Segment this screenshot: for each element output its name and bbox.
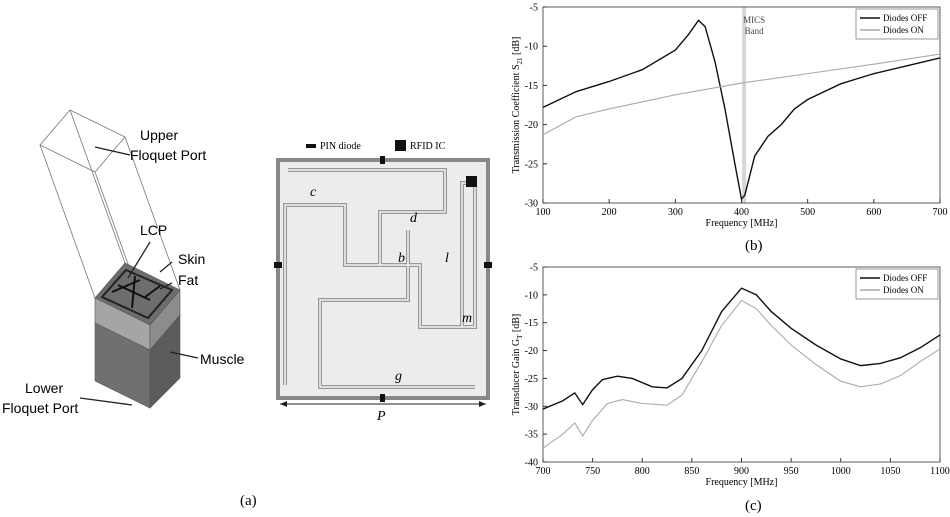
letter: b xyxy=(398,251,405,266)
y-axis-label: Transducer Gain GT [dB] xyxy=(511,314,524,415)
x-tick-label: 1050 xyxy=(880,466,900,477)
series-line xyxy=(543,300,940,448)
band xyxy=(742,7,746,203)
y-tick-label: -35 xyxy=(525,430,538,441)
x-tick-label: 950 xyxy=(784,466,799,477)
x-axis-label: Frequency [MHz] xyxy=(706,477,778,488)
letter: d xyxy=(410,211,418,226)
x-tick-label: 600 xyxy=(866,207,881,218)
caption: (c) xyxy=(745,498,762,514)
caption: (a) xyxy=(240,493,257,509)
x-tick-label: 400 xyxy=(734,207,749,218)
legend-text: RFID IC xyxy=(410,141,446,152)
y-axis-label: Transmission Coefficient S21 [dB] xyxy=(511,37,524,174)
legend-text: PIN diode xyxy=(320,141,361,152)
label: Floquet Port xyxy=(130,147,206,163)
y-tick-label: -10 xyxy=(525,42,538,53)
y-tick-label: -30 xyxy=(525,402,538,413)
legend-text: Diodes OFF xyxy=(883,273,927,283)
x-axis-label: Frequency [MHz] xyxy=(706,218,778,229)
legend-text: Diodes ON xyxy=(883,285,924,295)
figure: Upper Floquet Port LCP Skin Fat Muscle L… xyxy=(0,0,950,517)
y-axis-label-text: Transducer Gain G xyxy=(511,339,522,415)
letter: g xyxy=(395,369,402,384)
y-tick-label: -30 xyxy=(525,199,538,210)
band-label: MICS xyxy=(743,15,765,25)
schematic xyxy=(274,140,492,407)
label: Fat xyxy=(178,272,198,288)
x-tick-label: 800 xyxy=(635,466,650,477)
label: Floquet Port xyxy=(2,400,78,416)
x-tick-label: 1000 xyxy=(831,466,851,477)
letter: P xyxy=(376,409,386,424)
y-tick-label: -25 xyxy=(525,374,538,385)
label: Muscle xyxy=(200,351,245,367)
y-tick-label: -20 xyxy=(525,346,538,357)
letter: l xyxy=(445,251,449,266)
label: Lower xyxy=(25,380,63,396)
label: Skin xyxy=(178,251,205,267)
legend-text: Diodes OFF xyxy=(883,13,927,23)
y-tick-label: -15 xyxy=(525,318,538,329)
y-tick-label: -20 xyxy=(525,120,538,131)
y-axis-label-unit: [dB] xyxy=(511,314,522,335)
legend-text: Diodes ON xyxy=(883,25,924,35)
x-tick-label: 700 xyxy=(933,207,948,218)
x-tick-label: 200 xyxy=(602,207,617,218)
letter: m xyxy=(462,311,472,326)
x-tick-label: 900 xyxy=(734,466,749,477)
letter: c xyxy=(310,185,317,200)
y-tick-label: -40 xyxy=(525,458,538,469)
x-tick-label: 850 xyxy=(684,466,699,477)
label: LCP xyxy=(140,222,167,238)
band-label: Band xyxy=(745,26,764,36)
y-tick-label: -5 xyxy=(530,263,538,274)
x-tick-label: 750 xyxy=(585,466,600,477)
x-tick-label: 500 xyxy=(800,207,815,218)
x-tick-label: 1100 xyxy=(930,466,950,477)
x-tick-label: 300 xyxy=(668,207,683,218)
caption: (b) xyxy=(745,238,763,254)
series-line xyxy=(543,288,940,409)
y-axis-label-unit: [dB] xyxy=(511,37,522,58)
y-tick-label: -10 xyxy=(525,290,538,301)
label: Upper xyxy=(140,127,178,143)
y-axis-label-text: Transmission Coefficient S xyxy=(511,64,522,173)
y-tick-label: -15 xyxy=(525,81,538,92)
series-line xyxy=(543,54,940,135)
series-line xyxy=(543,20,940,199)
y-tick-label: -5 xyxy=(530,3,538,14)
y-tick-label: -25 xyxy=(525,159,538,170)
